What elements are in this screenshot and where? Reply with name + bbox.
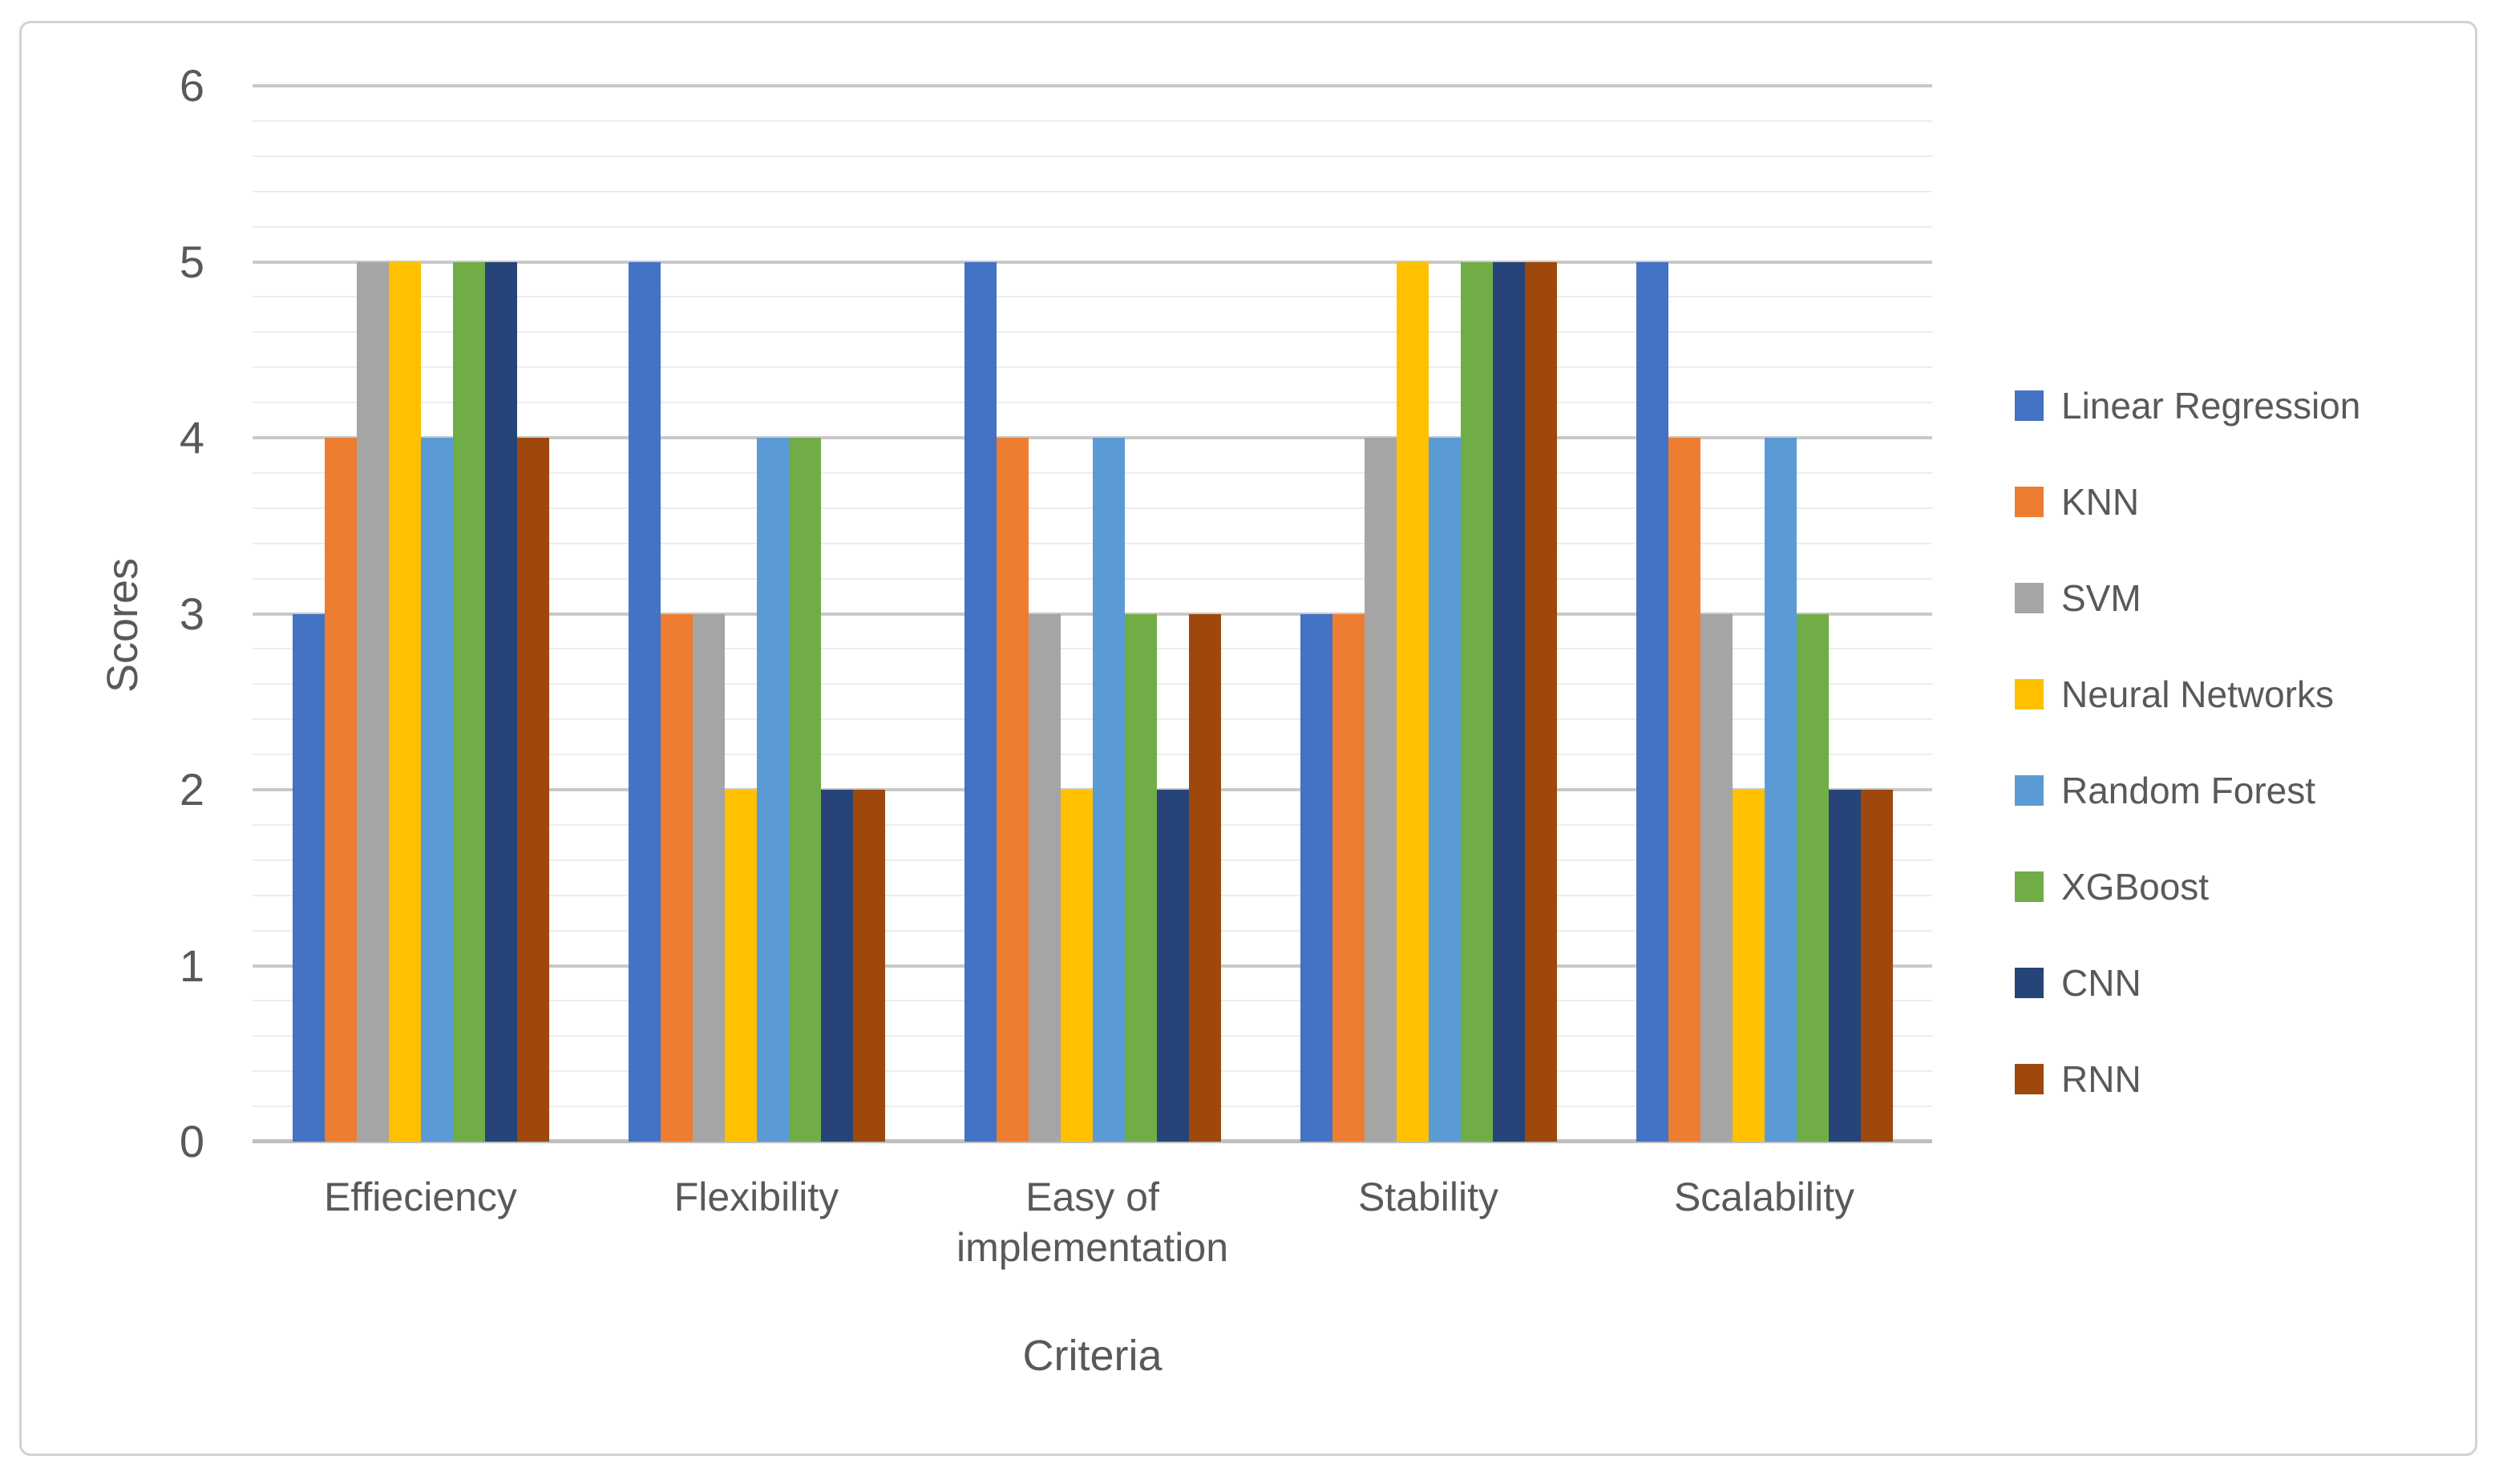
legend: Linear Regression KNN SVM Neural Networks Ra…	[2015, 358, 2360, 1127]
gridline-minor	[253, 402, 1932, 404]
y-tick-label-2: 2	[179, 764, 204, 815]
bar-xgboost-stability	[1460, 261, 1493, 1142]
legend-item-knn: KNN	[2015, 454, 2360, 550]
gridline-minor	[253, 331, 1932, 334]
x-category-label-flexibility: Flexibility	[673, 1175, 839, 1219]
bar-svm-effieciency	[356, 261, 389, 1142]
bar-group-scalability	[1596, 86, 1932, 1142]
y-tick-label-0: 0	[179, 1116, 204, 1167]
bar-xgboost-easy-of-implementation	[1124, 613, 1157, 1142]
legend-label: SVM	[2061, 577, 2141, 619]
legend-label: RNN	[2061, 1058, 2141, 1100]
legend-swatch-icon	[2015, 968, 2044, 998]
x-category-label-easy-of-implementation: Easy of implementation	[956, 1175, 1229, 1270]
bar-random-forest-easy-of-implementation	[1092, 438, 1125, 1142]
y-tick-label-4: 4	[179, 412, 204, 463]
gridline-minor	[253, 119, 1932, 122]
bar-linear-regression-effieciency	[292, 613, 325, 1142]
bar-xgboost-effieciency	[452, 261, 485, 1142]
gridline-minor	[253, 225, 1932, 228]
bar-linear-regression-stability	[1300, 613, 1332, 1142]
x-category-label-stability: Stability	[1357, 1175, 1499, 1219]
legend-swatch-icon	[2015, 487, 2044, 517]
bar-neural-networks-scalability	[1732, 790, 1765, 1142]
legend-item-svm: SVM	[2015, 550, 2360, 646]
bar-knn-stability	[1332, 613, 1365, 1142]
bar-cnn-scalability	[1828, 790, 1861, 1142]
legend-label: CNN	[2061, 962, 2141, 1004]
bar-neural-networks-easy-of-implementation	[1060, 790, 1093, 1142]
legend-item-random-forest: Random Forest	[2015, 742, 2360, 839]
bar-knn-easy-of-implementation	[996, 438, 1029, 1142]
legend-swatch-icon	[2015, 775, 2044, 806]
legend-item-cnn: CNN	[2015, 935, 2360, 1031]
y-tick-label-5: 5	[179, 236, 204, 287]
legend-swatch-icon	[2015, 583, 2044, 613]
bar-knn-effieciency	[324, 438, 357, 1142]
bar-linear-regression-scalability	[1636, 261, 1668, 1142]
bar-rnn-stability	[1524, 261, 1557, 1142]
y-tick-label-1: 1	[179, 940, 204, 991]
y-tick-label-6: 6	[179, 60, 204, 111]
bar-rnn-flexibility	[852, 790, 885, 1142]
bar-random-forest-scalability	[1764, 438, 1797, 1142]
bar-xgboost-scalability	[1796, 613, 1829, 1142]
legend-swatch-icon	[2015, 390, 2044, 421]
bar-linear-regression-flexibility	[628, 261, 661, 1142]
bar-svm-stability	[1364, 438, 1397, 1142]
bar-xgboost-flexibility	[788, 438, 821, 1142]
bar-neural-networks-flexibility	[724, 790, 757, 1142]
legend-label: Linear Regression	[2061, 385, 2361, 427]
bar-svm-flexibility	[692, 613, 725, 1142]
x-category-label-scalability: Scalability	[1673, 1175, 1855, 1219]
plot-area	[253, 84, 1932, 1143]
bar-knn-flexibility	[660, 613, 693, 1142]
y-tick-label-3: 3	[179, 588, 204, 639]
bar-random-forest-stability	[1428, 438, 1461, 1142]
gridline-major	[253, 84, 1932, 87]
gridline-minor	[253, 190, 1932, 192]
bar-linear-regression-easy-of-implementation	[964, 261, 997, 1142]
legend-item-linear-regression: Linear Regression	[2015, 358, 2360, 454]
gridline-minor	[253, 155, 1932, 157]
bar-group-effieciency	[253, 86, 588, 1142]
bars-layer	[253, 86, 1932, 1142]
legend-label: KNN	[2061, 481, 2140, 523]
x-axis-title: Criteria	[1022, 1332, 1163, 1380]
bar-rnn-scalability	[1860, 790, 1893, 1142]
legend-item-xgboost: XGBoost	[2015, 839, 2360, 935]
gridline-minor	[253, 366, 1932, 369]
bar-group-stability	[1260, 86, 1596, 1142]
legend-swatch-icon	[2015, 679, 2044, 710]
legend-item-rnn: RNN	[2015, 1031, 2360, 1127]
bar-svm-scalability	[1700, 613, 1733, 1142]
bar-neural-networks-effieciency	[388, 261, 421, 1142]
legend-swatch-icon	[2015, 1064, 2044, 1094]
bar-rnn-easy-of-implementation	[1188, 613, 1221, 1142]
legend-swatch-icon	[2015, 871, 2044, 902]
bar-cnn-flexibility	[820, 790, 853, 1142]
legend-label: Neural Networks	[2061, 673, 2334, 715]
legend-label: XGBoost	[2061, 866, 2210, 908]
bar-random-forest-effieciency	[420, 438, 453, 1142]
bar-svm-easy-of-implementation	[1028, 613, 1061, 1142]
legend-label: Random Forest	[2061, 770, 2316, 811]
bar-cnn-easy-of-implementation	[1156, 790, 1189, 1142]
bar-group-easy-of-implementation	[924, 86, 1260, 1142]
legend-item-neural-networks: Neural Networks	[2015, 646, 2360, 742]
gridline-minor	[253, 296, 1932, 298]
bar-cnn-effieciency	[484, 261, 517, 1142]
x-category-label-effieciency: Effieciency	[324, 1175, 517, 1219]
x-axis-category-labels: Effieciency Flexibility Easy of implementa…	[253, 1172, 1932, 1272]
bar-group-flexibility	[588, 86, 924, 1142]
bar-cnn-stability	[1492, 261, 1525, 1142]
gridline-major	[253, 260, 1932, 264]
bar-random-forest-flexibility	[756, 438, 789, 1142]
bar-neural-networks-stability	[1396, 261, 1429, 1142]
bar-knn-scalability	[1668, 438, 1700, 1142]
bar-rnn-effieciency	[516, 438, 549, 1142]
